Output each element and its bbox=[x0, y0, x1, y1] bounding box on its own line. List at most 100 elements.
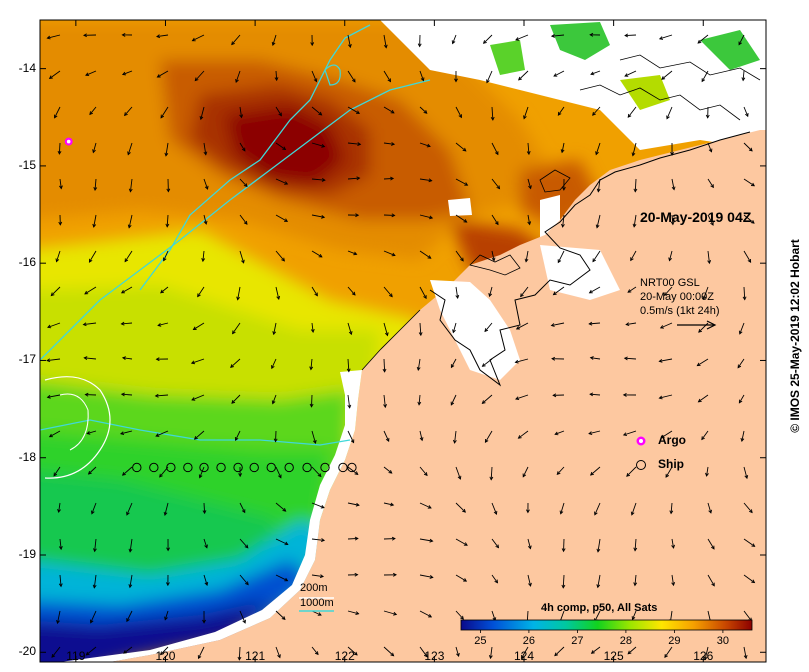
map-frame bbox=[39, 19, 767, 663]
current-vector-head bbox=[590, 650, 595, 654]
current-vector-head bbox=[742, 296, 747, 301]
current-vector-head bbox=[669, 510, 674, 515]
current-vector bbox=[58, 502, 61, 513]
current-vector-head bbox=[633, 547, 638, 552]
current-vector bbox=[661, 70, 673, 80]
current-vector-head bbox=[664, 654, 668, 659]
current-vector-head bbox=[382, 368, 387, 373]
current-vector-head bbox=[559, 510, 564, 515]
ship-legend-label: Ship bbox=[658, 457, 684, 471]
current-vector-head bbox=[58, 221, 63, 226]
current-vector bbox=[455, 106, 462, 118]
current-vector-head bbox=[631, 152, 636, 157]
ship-station bbox=[149, 462, 159, 473]
current-vector bbox=[85, 70, 97, 76]
lat-tick-label: -17 bbox=[18, 352, 36, 367]
current-vector bbox=[455, 538, 468, 546]
current-vector-head bbox=[390, 502, 395, 507]
current-vector bbox=[455, 646, 460, 657]
current-vector bbox=[203, 178, 208, 190]
current-vector-head bbox=[670, 151, 674, 156]
current-vector bbox=[491, 610, 496, 621]
current-vector-head bbox=[127, 224, 132, 229]
current-vector-head bbox=[589, 356, 594, 360]
current-vector bbox=[232, 322, 241, 334]
current-vector bbox=[455, 502, 466, 513]
current-vector bbox=[47, 394, 61, 398]
current-vector bbox=[194, 70, 205, 81]
current-vector-head bbox=[429, 538, 434, 543]
current-vector bbox=[419, 70, 424, 81]
current-vector bbox=[527, 178, 532, 189]
current-vector-head bbox=[83, 33, 87, 38]
current-vector-head bbox=[321, 538, 326, 543]
current-vector-head bbox=[390, 176, 395, 181]
current-vector-head bbox=[711, 582, 715, 587]
current-vector-head bbox=[557, 259, 562, 264]
current-vector-head bbox=[463, 219, 468, 223]
colorbar-tick-label: 27 bbox=[571, 635, 584, 647]
current-vector bbox=[592, 106, 601, 116]
current-vector-head bbox=[550, 34, 555, 38]
current-vector-head bbox=[561, 186, 566, 191]
current-vector-head bbox=[452, 329, 456, 334]
current-vector bbox=[311, 106, 322, 116]
current-vector-head bbox=[482, 40, 487, 44]
current-vector-head bbox=[622, 432, 627, 437]
current-vector bbox=[527, 574, 531, 587]
current-vector-head bbox=[241, 147, 246, 152]
current-vector-head bbox=[625, 322, 630, 327]
current-vector-head bbox=[277, 654, 281, 659]
current-vector-head bbox=[420, 77, 425, 82]
current-vector-head bbox=[493, 510, 498, 515]
current-vector-head bbox=[561, 223, 565, 228]
current-vector bbox=[347, 34, 351, 48]
current-vector bbox=[89, 250, 97, 263]
current-vector-head bbox=[46, 35, 51, 40]
current-vector-head bbox=[631, 616, 636, 621]
current-vector bbox=[419, 322, 422, 336]
current-vector bbox=[56, 250, 61, 262]
current-vector bbox=[347, 466, 359, 475]
current-vector-head bbox=[663, 292, 668, 297]
current-vector bbox=[670, 502, 673, 514]
current-vector bbox=[597, 574, 601, 588]
current-vector-head bbox=[738, 41, 742, 46]
current-vector bbox=[383, 394, 386, 408]
current-vector bbox=[490, 466, 493, 480]
current-vector bbox=[486, 70, 493, 83]
current-vector-head bbox=[271, 365, 275, 370]
current-vector bbox=[591, 646, 601, 654]
current-vector-head bbox=[588, 431, 593, 435]
current-vector bbox=[275, 178, 288, 185]
current-vector-head bbox=[321, 144, 326, 148]
current-vector-head bbox=[355, 611, 360, 615]
current-vector-head bbox=[284, 181, 289, 185]
current-vector bbox=[482, 358, 493, 367]
current-vector bbox=[741, 430, 745, 442]
colorbar-tick-label: 29 bbox=[668, 635, 681, 647]
current-vector-head bbox=[92, 149, 96, 154]
current-vector bbox=[275, 286, 280, 300]
current-vector-head bbox=[203, 220, 208, 225]
current-vector bbox=[562, 574, 565, 588]
current-vector-head bbox=[162, 257, 167, 262]
current-vector-head bbox=[495, 544, 500, 549]
current-vector-head bbox=[744, 112, 749, 118]
current-vector-head bbox=[463, 542, 468, 546]
current-vector-head bbox=[490, 116, 495, 121]
current-vector bbox=[275, 466, 282, 478]
current-vector-head bbox=[92, 223, 97, 228]
current-vector-head bbox=[590, 71, 595, 76]
current-vector bbox=[525, 250, 529, 262]
current-vector-head bbox=[514, 359, 519, 364]
current-vector bbox=[418, 394, 421, 405]
current-vector-head bbox=[127, 151, 131, 156]
current-vector bbox=[595, 142, 601, 155]
current-vector bbox=[597, 538, 601, 552]
current-vector bbox=[562, 214, 565, 228]
current-vector bbox=[47, 358, 61, 362]
current-vector bbox=[697, 34, 709, 44]
current-vector bbox=[94, 538, 97, 552]
